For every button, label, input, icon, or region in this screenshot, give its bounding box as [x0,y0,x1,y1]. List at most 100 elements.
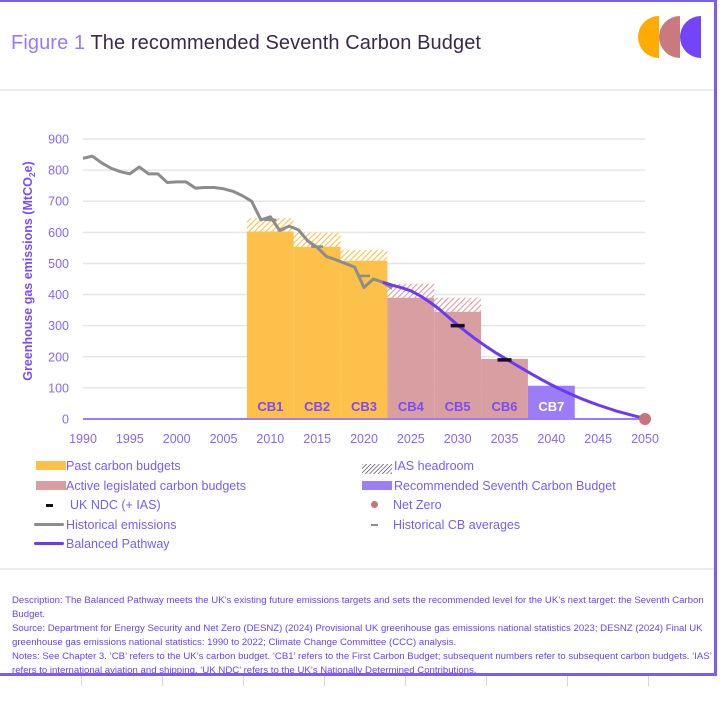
x-tick-label: 2005 [210,432,238,446]
emissions-chart: 0 100 200 300 400 500 600 700 800 900 1990 1995 200… [21,133,659,447]
budget-label: CB5 [445,399,471,414]
legend-item: Historical CB averages [0,516,714,534]
x-tick-label: 2015 [303,432,331,446]
column-divider [162,676,163,686]
y-tick-label: 200 [48,350,69,364]
source-text: Source: Department for Energy Security a… [12,623,703,648]
legend-item: Balanced Pathway [0,535,714,553]
legend-swatch-line-pathway [34,542,64,545]
page-below-frame [0,676,720,704]
x-tick-label: 1995 [116,432,144,446]
y-axis-tick-labels: 0 100 200 300 400 500 600 700 800 900 [48,133,69,427]
legend-label: Historical CB averages [393,517,521,532]
legend-label: Balanced Pathway [66,537,170,551]
figure-title-text: The recommended Seventh Carbon Budget [90,32,482,54]
legend-swatch-ndc [46,504,53,507]
budget-bar-cb4 [387,297,435,419]
x-tick-label: 2025 [397,432,425,446]
x-tick-label: 2040 [537,432,565,446]
x-tick-label: 2010 [256,432,284,446]
y-axis-label: Greenhouse gas emissions (MtCO2e) [21,161,37,380]
legend-divider [0,568,714,570]
column-divider [324,676,325,686]
budget-bar-cb5 [434,311,482,419]
header-divider [0,89,714,91]
x-tick-label: 2045 [584,432,612,446]
column-divider [567,676,568,686]
x-tick-label: 2020 [350,432,378,446]
figure-title: Figure 1 The recommended Seventh Carbon … [11,32,481,55]
legend-label: Recommended Seventh Carbon Budget [394,478,616,493]
column-divider [648,676,649,686]
ias-headroom-cb3 [340,250,388,261]
legend-label: Past carbon budgets [66,459,181,473]
legend-swatch-cb-average [371,523,378,526]
y-axis-label-tail: e) [21,161,35,172]
legend-label: Net Zero [393,498,442,512]
legend-item: IAS headroom [0,457,714,475]
legend-swatch-bar-recommended [362,480,392,490]
budget-bar-cb1 [246,231,294,419]
budget-label: CB6 [491,399,517,414]
notes-text: Notes: See Chapter 3. ‘CB’ refers to the… [12,651,712,676]
column-divider [81,676,82,686]
figure-number: Figure 1 [11,32,86,54]
y-tick-label: 900 [48,133,69,147]
legend-label: IAS headroom [394,459,474,473]
y-axis-label-subscript: 2 [27,172,37,177]
column-divider [405,676,406,686]
budget-label: CB3 [351,399,377,414]
carbon-budget-labels: CB1 CB2 CB3 CB4 CB5 CB6 CB7 [257,399,564,414]
x-tick-label: 1990 [69,432,97,446]
budget-bar-cb2 [293,246,341,419]
historical-emissions-line [82,154,393,290]
legend-swatch-bar-past [36,461,66,470]
x-tick-label: 2050 [631,432,659,446]
x-axis-tick-labels: 1990 1995 2000 2005 2010 2015 2020 2025 2030 2035… [69,432,659,446]
point-marks [264,218,651,425]
legend-label: Historical emissions [66,517,177,532]
column-divider [243,676,244,686]
y-tick-label: 300 [48,319,69,333]
balanced-pathway-line [382,280,646,420]
y-tick-label: 700 [48,195,69,209]
budget-label: CB7 [538,399,564,414]
logo-half-disc-1 [638,16,659,58]
figure-notes: Description: The Balanced Pathway meets … [12,594,714,678]
carbon-budget-bars [246,218,575,419]
column-divider [486,676,487,686]
legend-item: Recommended Seventh Carbon Budget [0,477,714,495]
legend-item: Net Zero [0,496,714,514]
y-tick-label: 400 [48,288,69,302]
logo-half-disc-3 [680,16,701,58]
legend-label: Active legislated carbon budgets [66,478,246,493]
legend-swatch-bar-active [36,480,66,490]
budget-label: CB1 [257,399,283,414]
logo-half-disc-2 [659,16,680,58]
budget-label: CB2 [304,399,330,414]
net-zero-marker [639,413,651,425]
legend-item: Active legislated carbon budgets [0,477,714,495]
legend-swatch-hatch [362,461,392,479]
x-tick-label: 2035 [491,432,519,446]
legend-item: Past carbon budgets [0,457,714,475]
y-tick-label: 800 [48,164,69,178]
legend-item: Historical emissions [0,516,714,534]
y-axis-label-main: Greenhouse gas emissions (MtCO [21,177,35,381]
figure-frame: Figure 1 The recommended Seventh Carbon … [0,0,717,676]
x-tick-label: 2030 [444,432,472,446]
description-text: Description: The Balanced Pathway meets … [12,595,704,620]
legend-swatch-line-historical [34,522,64,526]
legend-item: UK NDC (+ IAS) [0,496,714,514]
legend-label: UK NDC (+ IAS) [70,498,161,512]
y-tick-label: 100 [48,381,69,395]
y-tick-label: 0 [62,413,69,427]
emission-lines [82,154,646,420]
chart-legend: Past carbon budgets Active legislated car… [0,457,714,557]
budget-label: CB4 [398,399,425,414]
x-tick-label: 2000 [163,432,191,446]
ias-headroom-cb5 [434,297,482,312]
y-tick-label: 500 [48,257,69,271]
y-tick-label: 600 [48,226,69,240]
ccc-logo-icon [638,16,701,58]
